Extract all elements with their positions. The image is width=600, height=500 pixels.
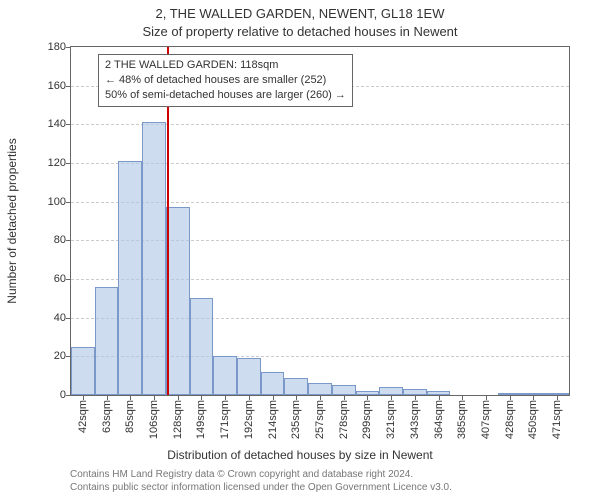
histogram-bar [356, 391, 380, 395]
chart-title: 2, THE WALLED GARDEN, NEWENT, GL18 1EW [0, 6, 600, 21]
histogram-bar [403, 389, 427, 395]
histogram-bar [213, 356, 237, 395]
histogram-bar [71, 347, 95, 395]
annotation-line: 2 THE WALLED GARDEN: 118sqm [105, 58, 346, 73]
x-tick-label: 128sqm [172, 400, 184, 439]
x-tick-label: 192sqm [243, 400, 255, 439]
x-tick-label: 299sqm [361, 400, 373, 439]
histogram-bar [190, 298, 214, 395]
x-tick-label: 149sqm [195, 400, 207, 439]
histogram-bar [427, 391, 451, 395]
chart-container: 2, THE WALLED GARDEN, NEWENT, GL18 1EW S… [0, 0, 600, 500]
histogram-bar [498, 393, 522, 395]
histogram-bar [95, 287, 119, 395]
x-tick-label: 63sqm [101, 400, 113, 433]
x-tick-label: 428sqm [504, 400, 516, 439]
y-tick-label: 160 [26, 80, 66, 92]
y-axis-label: Number of detached properties [5, 138, 19, 303]
annotation-box: 2 THE WALLED GARDEN: 118sqm← 48% of deta… [98, 54, 353, 107]
x-tick-label: 364sqm [433, 400, 445, 439]
chart-subtitle: Size of property relative to detached ho… [0, 24, 600, 39]
y-tick-label: 20 [26, 350, 66, 362]
y-tick-mark [66, 318, 70, 319]
y-tick-label: 140 [26, 118, 66, 130]
histogram-bar [261, 372, 285, 395]
x-tick-label: 235sqm [290, 400, 302, 439]
histogram-bar [118, 161, 142, 395]
x-tick-label: 257sqm [314, 400, 326, 439]
histogram-bar [545, 393, 569, 395]
histogram-bar [237, 358, 261, 395]
y-tick-mark [66, 124, 70, 125]
y-tick-mark [66, 47, 70, 48]
y-tick-label: 60 [26, 273, 66, 285]
y-tick-label: 80 [26, 234, 66, 246]
x-tick-label: 278sqm [338, 400, 350, 439]
y-tick-mark [66, 163, 70, 164]
y-tick-mark [66, 202, 70, 203]
y-tick-label: 0 [26, 389, 66, 401]
y-tick-mark [66, 356, 70, 357]
attribution-line-2: Contains public sector information licen… [70, 481, 452, 494]
histogram-bar [522, 393, 546, 395]
y-tick-mark [66, 395, 70, 396]
histogram-bar [142, 122, 166, 395]
attribution-line-1: Contains HM Land Registry data © Crown c… [70, 468, 452, 481]
x-tick-label: 106sqm [148, 400, 160, 439]
annotation-line: 50% of semi-detached houses are larger (… [105, 88, 346, 103]
y-tick-label: 40 [26, 312, 66, 324]
x-tick-label: 214sqm [267, 400, 279, 439]
x-axis-label: Distribution of detached houses by size … [0, 448, 600, 462]
y-tick-label: 180 [26, 41, 66, 53]
y-tick-mark [66, 86, 70, 87]
y-tick-mark [66, 279, 70, 280]
x-tick-label: 343sqm [409, 400, 421, 439]
x-tick-label: 407sqm [480, 400, 492, 439]
histogram-bar [284, 378, 308, 395]
histogram-bar [379, 387, 403, 395]
y-tick-label: 120 [26, 157, 66, 169]
annotation-line: ← 48% of detached houses are smaller (25… [105, 73, 346, 88]
x-tick-label: 85sqm [124, 400, 136, 433]
attribution: Contains HM Land Registry data © Crown c… [70, 468, 452, 494]
x-tick-label: 321sqm [385, 400, 397, 439]
x-tick-label: 450sqm [527, 400, 539, 439]
y-tick-mark [66, 240, 70, 241]
histogram-bar [332, 385, 356, 395]
x-tick-label: 385sqm [456, 400, 468, 439]
x-tick-label: 471sqm [551, 400, 563, 439]
x-tick-label: 42sqm [77, 400, 89, 433]
x-tick-label: 171sqm [219, 400, 231, 439]
histogram-bar [308, 383, 332, 395]
histogram-bar [166, 207, 190, 395]
y-tick-label: 100 [26, 196, 66, 208]
